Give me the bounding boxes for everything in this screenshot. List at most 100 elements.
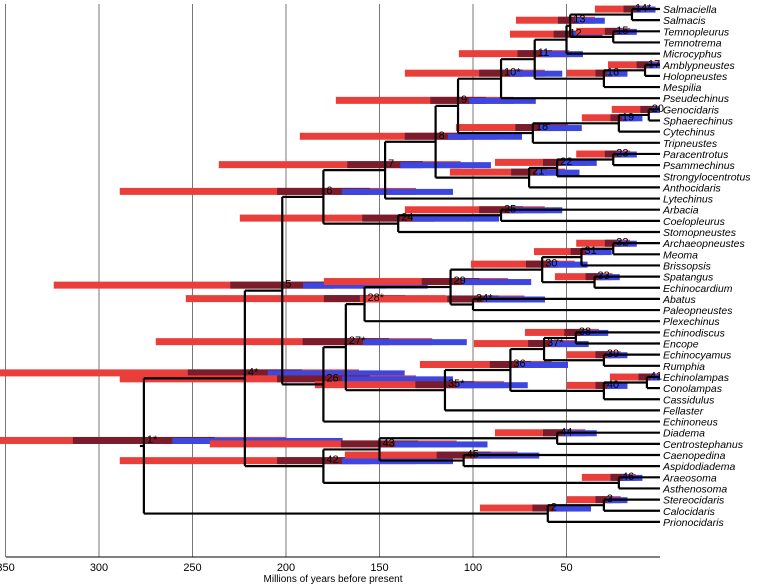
hpd-bar-red (611, 105, 660, 113)
hpd-bar-blue (469, 97, 536, 104)
hpd-bar-red (419, 360, 552, 368)
node-label: 20 (652, 103, 664, 115)
node-label: 12 (570, 28, 582, 40)
tick-label: 350 (0, 562, 15, 574)
node-label: 40 (607, 379, 619, 391)
node-label: 41 (650, 371, 662, 383)
taxon-label: Salmaciella (663, 4, 717, 16)
taxon-label: Conolampas (663, 383, 723, 395)
hpd-bar-red (209, 440, 457, 448)
hpd-bar-red (581, 473, 636, 481)
node-label: 16 (607, 67, 619, 79)
taxon-label: Aspidodiadema (662, 461, 736, 473)
taxon-label: Meoma (663, 249, 698, 261)
taxon-label: Echinolampas (663, 372, 730, 384)
tick-label: 50 (560, 562, 572, 574)
hpd-bar-red (515, 16, 595, 24)
hpd-bar-red (155, 338, 433, 346)
hpd-bar-blue (518, 361, 568, 368)
hpd-bar-blue (509, 70, 563, 77)
node-label: 33 (598, 270, 610, 282)
hpd-bar-blue (462, 279, 532, 286)
node-labels: 1*234*5678910*11121314*15161718192021222… (147, 3, 664, 514)
node-label: 14* (635, 3, 652, 15)
taxon-label: Sphaerechinus (663, 116, 734, 128)
node-label: 15 (616, 25, 628, 37)
hpd-bar-red (404, 69, 545, 77)
hpd-bar-blue (341, 376, 453, 383)
node-label: 46 (622, 471, 634, 483)
hpd-bar-red (335, 96, 514, 104)
taxon-label: Abatus (662, 294, 696, 306)
hpd-bar-red (119, 375, 416, 383)
node-label: 2 (551, 502, 557, 514)
hpd-bar-red (470, 260, 575, 268)
hpd-bar-red (581, 114, 636, 122)
tick-label: 200 (277, 562, 295, 574)
node-label: 19 (622, 111, 634, 123)
taxon-label: Echinocardium (663, 283, 733, 295)
taxon-label: Cassidulus (663, 394, 715, 406)
taxon-label: Anthocidaris (662, 182, 722, 194)
hpd-bar-red (494, 158, 586, 166)
taxon-label: Microcyphus (663, 49, 723, 61)
taxon-label: Spatangus (663, 272, 714, 284)
taxon-label: Cytechinus (663, 127, 716, 139)
node-label: 27* (349, 335, 366, 347)
taxon-label: Amblypneustes (662, 60, 736, 72)
hpd-bar-red (359, 295, 525, 303)
hpd-bar-blue (562, 159, 597, 166)
hpd-bar-red (566, 496, 621, 504)
hpd-bar-blue (447, 133, 522, 140)
hpd-bar-red (0, 369, 360, 377)
hpd-bar-red (239, 214, 471, 222)
hpd-bar-blue (585, 249, 612, 256)
taxon-label: Fellaster (663, 405, 704, 417)
node-label: 21 (532, 166, 544, 178)
node-label: 32 (616, 237, 628, 249)
taxon-label: Arbacia (662, 205, 699, 217)
node-label: 8 (439, 130, 445, 142)
hpd-bar-red (473, 340, 576, 348)
node-label: 36 (513, 358, 525, 370)
taxon-label: Prionocidaris (663, 517, 724, 529)
node-label: 25 (504, 203, 516, 215)
hpd-bar-red (576, 150, 631, 158)
tree-branches (139, 7, 660, 524)
taxon-label: Stereocidaris (663, 495, 725, 507)
tick-label: 300 (90, 562, 108, 574)
taxon-labels: SalmaciellaSalmacisTemnopleurusTemnotrem… (662, 4, 751, 529)
node-label: 24 (401, 212, 413, 224)
hpd-bar-red (404, 206, 545, 214)
hpd-bar-blue (607, 70, 628, 77)
hpd-bar-blue (412, 215, 499, 222)
node-label: 1* (147, 434, 158, 446)
node-label: 10* (504, 67, 521, 79)
node-label: 34* (476, 292, 493, 304)
node-label: 37* (547, 337, 564, 349)
hpd-bar-red (533, 248, 604, 256)
hpd-bar-blue (622, 115, 643, 122)
hpd-bar-red (299, 132, 498, 140)
hpd-bar-blue (541, 51, 583, 58)
node-label: 30 (545, 258, 557, 270)
node-label: 44 (560, 426, 572, 438)
node-label: 13 (573, 14, 585, 26)
taxon-label: Araeosoma (662, 472, 717, 484)
taxon-label: Lytechinus (663, 194, 714, 206)
taxon-label: Salmacis (663, 15, 706, 27)
hpd-bar-red (53, 281, 387, 289)
taxon-label: Caenopedina (663, 450, 726, 462)
hpd-bar-red (566, 69, 621, 77)
hpd-bar-red (576, 27, 631, 35)
taxon-label: Echinoneus (663, 417, 719, 429)
hpd-bar-red (524, 328, 599, 336)
node-label: 4* (248, 366, 259, 378)
hpd-bar-red (119, 457, 416, 465)
taxon-label: Mespilia (663, 82, 702, 94)
hpd-bar-red (494, 429, 586, 437)
node-label: 18 (536, 121, 548, 133)
hpd-bar-blue (607, 382, 628, 389)
tick-label: 250 (183, 562, 201, 574)
